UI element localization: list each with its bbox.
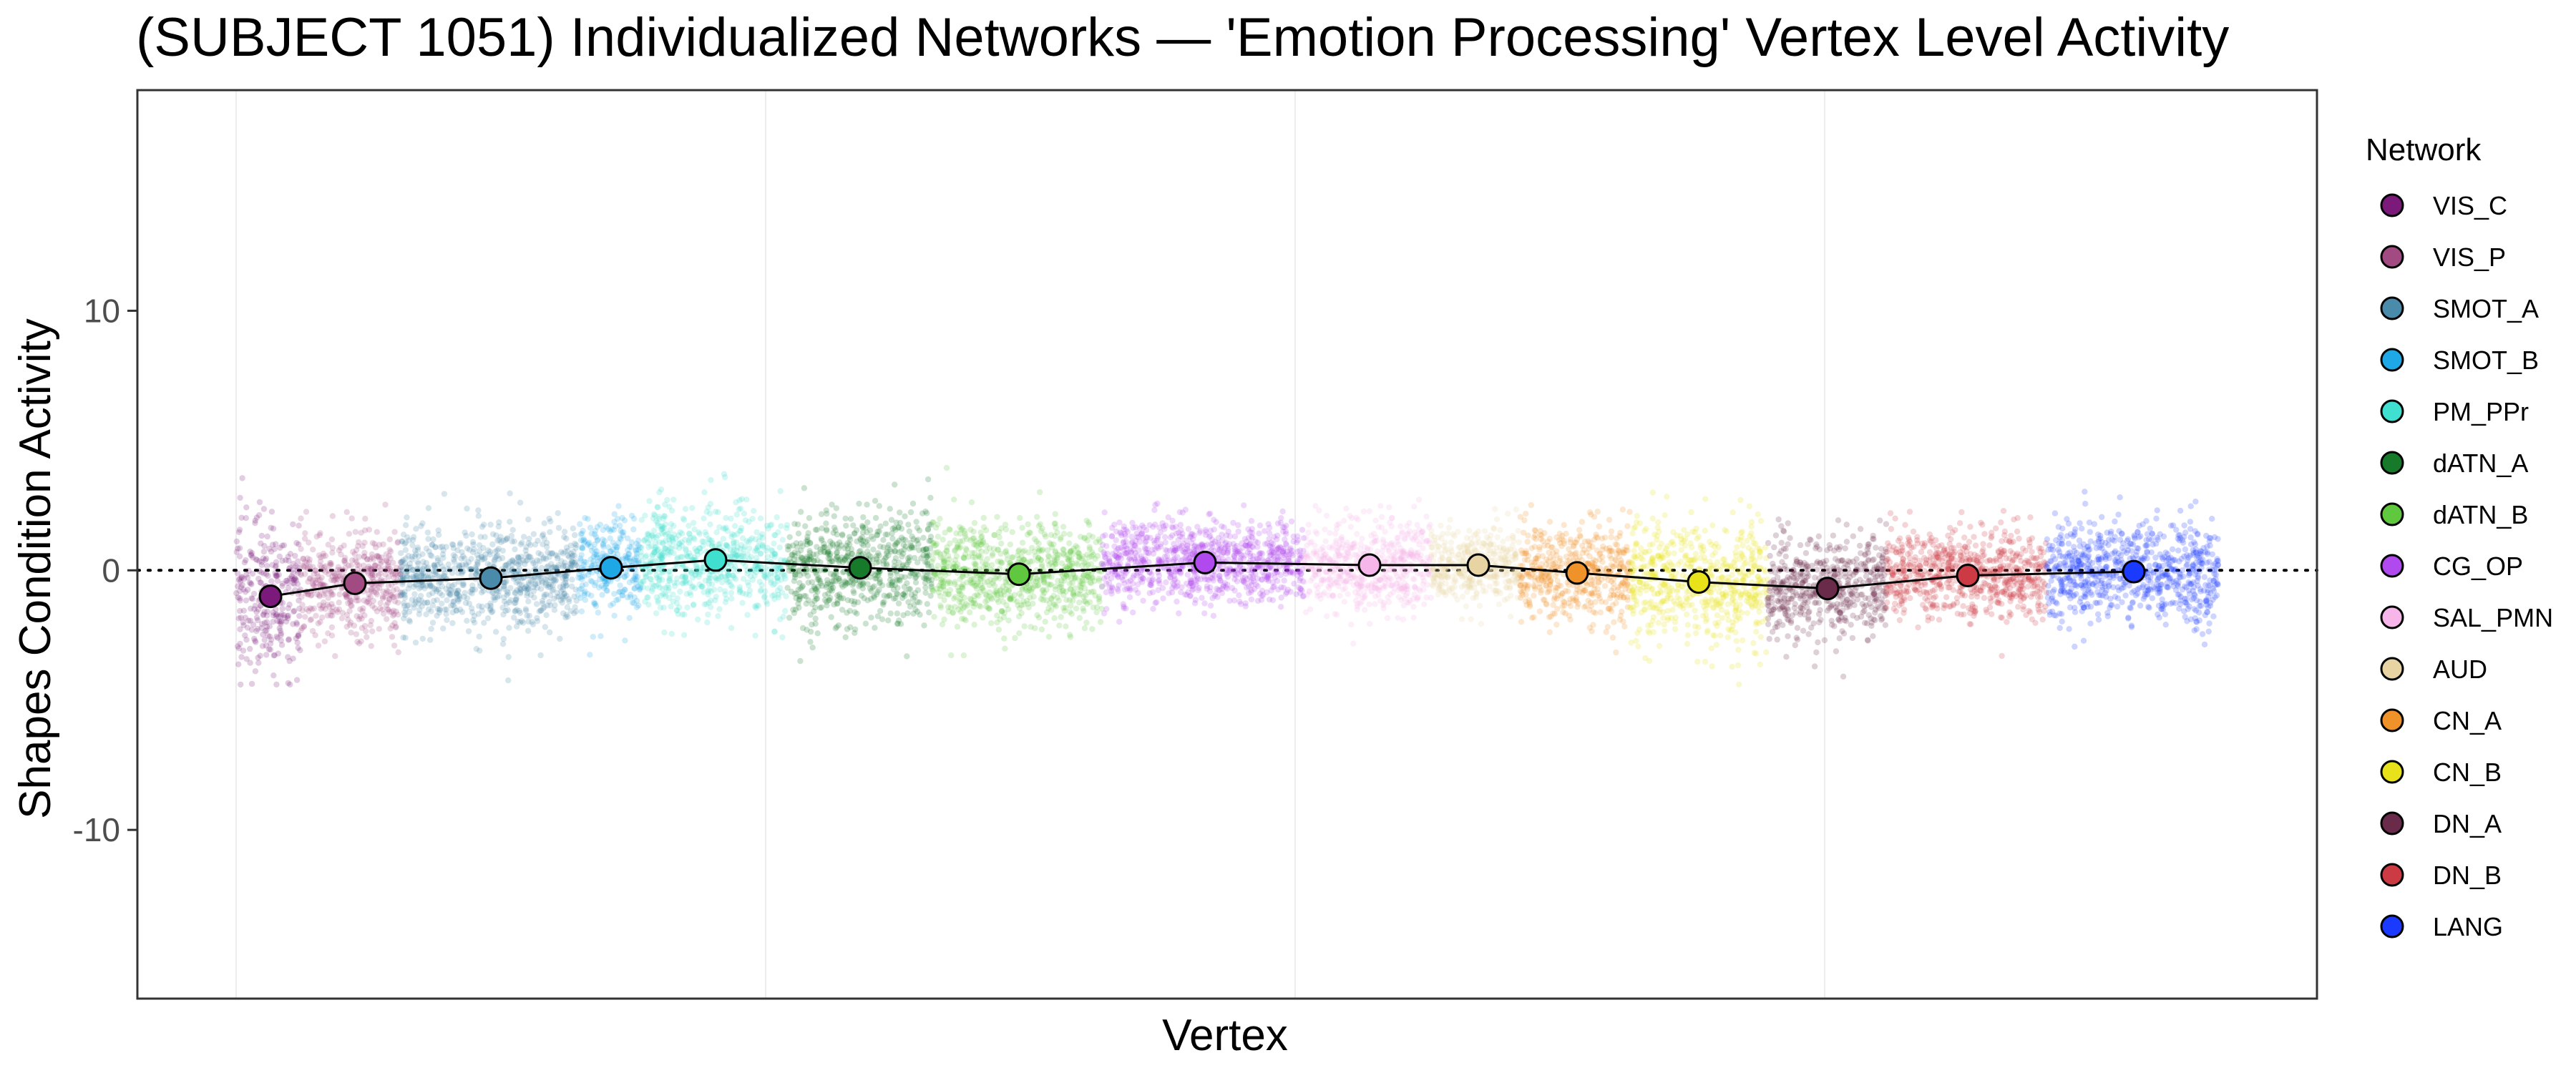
legend-label-CN_B: CN_B [2433, 758, 2502, 787]
legend-key-AUD [2380, 657, 2404, 681]
legend: Network VIS_C VIS_P SMOT_A SMOT_B PM_PPr dATN… [2366, 132, 2553, 941]
mean-point-VIS_P [343, 571, 367, 595]
mean-point-AUD [1466, 553, 1491, 577]
mean-point-SAL_PMN [1357, 553, 1382, 577]
legend-items: VIS_C VIS_P SMOT_A SMOT_B PM_PPr dATN_A dATN_B… [2380, 191, 2553, 941]
chart-title: (SUBJECT 1051) Individualized Networks —… [136, 7, 2229, 68]
legend-label-CN_A: CN_A [2433, 706, 2502, 735]
mean-point-SMOT_A [479, 566, 503, 590]
mean-point-CG_OP [1193, 550, 1217, 574]
legend-label-dATN_B: dATN_B [2433, 500, 2528, 529]
legend-label-PM_PPr: PM_PPr [2433, 397, 2529, 426]
y-tick-label-0: 0 [102, 552, 120, 589]
legend-key-SAL_PMN [2380, 605, 2404, 629]
legend-key-VIS_P [2380, 245, 2404, 269]
y-tick-label-10: 10 [84, 292, 120, 329]
points-VIS_P [298, 501, 404, 660]
legend-label-AUD: AUD [2433, 655, 2487, 684]
y-axis: -10 0 10 [73, 292, 137, 848]
mean-point-VIS_C [258, 584, 283, 609]
legend-title: Network [2366, 132, 2482, 167]
legend-label-dATN_A: dATN_A [2433, 449, 2528, 478]
y-tick-label--10: -10 [73, 811, 120, 848]
mean-point-CN_B [1687, 570, 1711, 594]
points-CG_OP [1098, 500, 1307, 625]
legend-key-PM_PPr [2380, 399, 2404, 423]
network-means [258, 548, 2146, 609]
y-axis-title: Shapes Condition Activity [11, 318, 60, 819]
legend-label-VIS_C: VIS_C [2433, 191, 2507, 220]
mean-point-dATN_A [848, 556, 872, 580]
legend-key-SMOT_B [2380, 348, 2404, 372]
legend-label-CG_OP: CG_OP [2433, 552, 2523, 581]
legend-label-LANG: LANG [2433, 912, 2503, 941]
legend-label-SMOT_B: SMOT_B [2433, 346, 2539, 375]
grid-lines [235, 90, 1825, 999]
legend-label-DN_B: DN_B [2433, 861, 2502, 890]
legend-key-CG_OP [2380, 554, 2404, 578]
mean-point-PM_PPr [703, 548, 728, 572]
mean-point-DN_B [1956, 564, 1980, 587]
legend-key-DN_B [2380, 863, 2404, 887]
points-dATN_B [929, 464, 1106, 659]
points-CN_A [1517, 501, 1633, 656]
mean-point-dATN_B [1007, 562, 1031, 587]
legend-key-CN_B [2380, 760, 2404, 784]
panel-background [137, 90, 2317, 999]
legend-key-dATN_B [2380, 502, 2404, 526]
points-AUD [1428, 506, 1523, 627]
points-CN_B [1626, 489, 1771, 688]
points-PM_PPr [638, 471, 791, 641]
mean-point-LANG [2122, 559, 2146, 584]
points-LANG [2044, 489, 2222, 650]
legend-label-DN_A: DN_A [2433, 809, 2502, 838]
plot-panel [136, 89, 2318, 1000]
points-SMOT_B [575, 503, 644, 658]
legend-key-LANG [2380, 914, 2404, 939]
legend-key-dATN_A [2380, 451, 2404, 475]
legend-key-CN_A [2380, 708, 2404, 733]
legend-key-VIS_C [2380, 193, 2404, 217]
vertex-points [233, 464, 2222, 688]
mean-point-SMOT_B [599, 556, 623, 580]
legend-key-DN_A [2380, 811, 2404, 836]
mean-point-DN_A [1815, 577, 1840, 601]
panel-border [136, 89, 2318, 1000]
legend-key-SMOT_A [2380, 296, 2404, 320]
legend-label-SMOT_A: SMOT_A [2433, 294, 2539, 323]
x-axis-title: Vertex [1162, 1011, 1288, 1060]
mean-point-CN_A [1565, 561, 1589, 585]
legend-label-SAL_PMN: SAL_PMN [2433, 603, 2553, 632]
points-DN_B [1883, 508, 2050, 660]
legend-label-VIS_P: VIS_P [2433, 242, 2506, 272]
points-VIS_C [233, 475, 304, 688]
points-SMOT_A [397, 490, 581, 684]
